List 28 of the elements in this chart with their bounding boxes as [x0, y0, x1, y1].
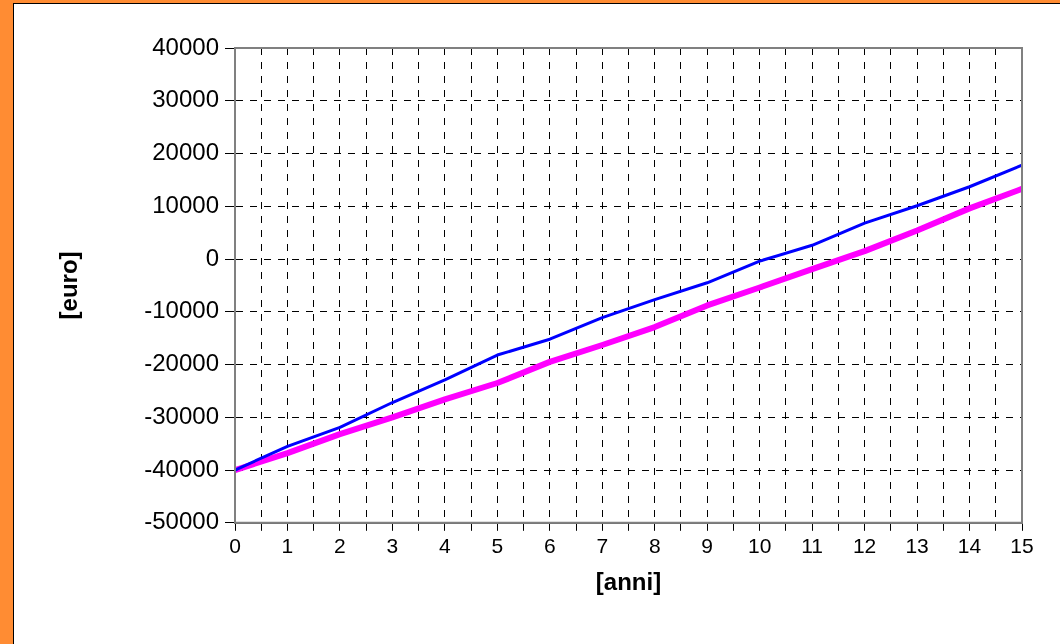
x-tick-label: 12	[852, 534, 877, 558]
x-tick-label: 1	[281, 534, 294, 558]
x-tick-label: 15	[1010, 534, 1034, 558]
x-tick-label: 9	[701, 534, 714, 558]
x-tick-label: 8	[648, 534, 661, 558]
x-tick-label: 10	[747, 534, 772, 558]
y-tick-label: 20000	[152, 138, 219, 166]
y-tick-label: 40000	[152, 32, 219, 60]
y-tick-label: 0	[205, 243, 219, 271]
x-tick-label: 5	[491, 534, 504, 558]
x-tick-label: 13	[905, 534, 929, 558]
x-tick-label: 14	[957, 534, 982, 558]
y-tick-label: -40000	[144, 454, 219, 482]
y-axis-title: [euro]	[54, 251, 82, 320]
x-tick-label: 7	[596, 534, 609, 558]
y-tick-label: -30000	[144, 401, 219, 429]
x-tick-label: 4	[439, 534, 452, 558]
x-tick-label: 3	[386, 534, 399, 558]
x-tick-label: 2	[334, 534, 346, 558]
x-tick-label: 11	[801, 534, 824, 558]
x-tick-label: 0	[229, 534, 241, 558]
y-tick-label: -10000	[144, 296, 219, 324]
y-tick-label: 10000	[152, 190, 219, 218]
x-tick-label: 6	[543, 534, 556, 558]
y-tick-label: 30000	[152, 85, 219, 113]
x-axis-title: [anni]	[595, 567, 662, 595]
y-tick-label: -20000	[144, 349, 219, 377]
y-tick-label: -50000	[144, 507, 219, 535]
